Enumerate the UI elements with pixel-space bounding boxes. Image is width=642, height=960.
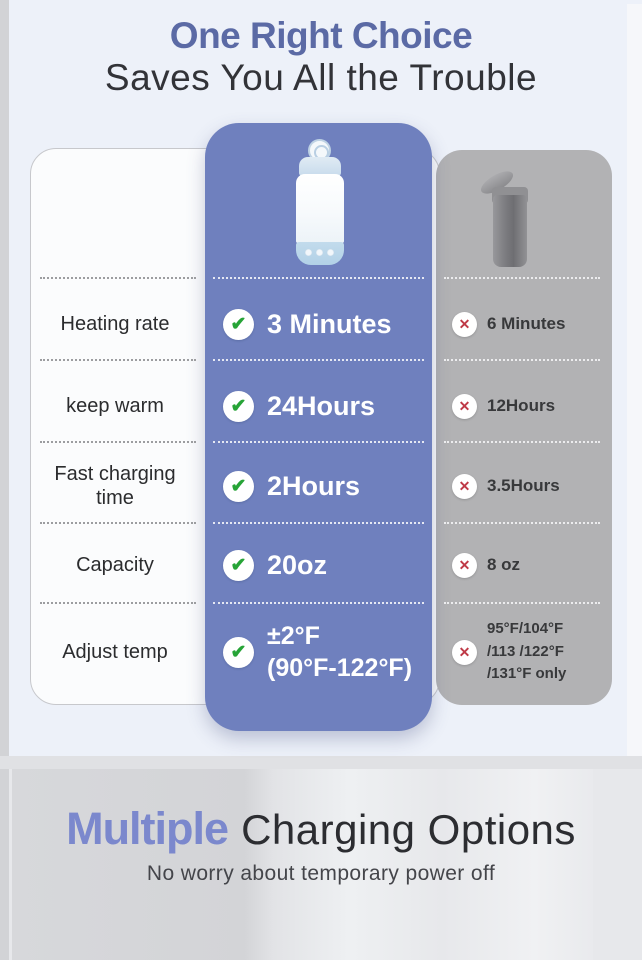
product-bottle-base: [296, 242, 344, 265]
product-value-cell: ✔ 3 Minutes: [223, 288, 423, 360]
check-icon: ✔: [223, 636, 254, 668]
competitor-value-cell: ✕ 3.5Hours: [452, 450, 610, 522]
footer-subtitle: No worry about temporary power off: [146, 862, 496, 885]
cross-icon: ✕: [452, 311, 477, 337]
competitor-value: 8 oz: [487, 555, 521, 574]
row-separator: [213, 359, 424, 361]
competitor-value-cell: ✕ 12Hours: [452, 370, 610, 442]
footer-heading: Multiple Charging Options: [0, 803, 642, 855]
check-icon: ✔: [223, 390, 254, 422]
competitor-value: 95°F/104°F /113 /122°F /131°F only: [487, 618, 566, 686]
competitor-value-cell: ✕ 6 Minutes: [452, 288, 610, 360]
cross-icon: ✕: [452, 393, 477, 419]
product-value-cell: ✔ 2Hours: [223, 450, 423, 522]
row-separator: [444, 602, 600, 604]
competitor-value-cell: ✕ 95°F/104°F /113 /122°F /131°F only: [452, 616, 610, 688]
product-value-line1: ±2°F: [267, 621, 320, 650]
row-separator: [40, 522, 196, 524]
cross-icon: ✕: [452, 552, 477, 578]
feature-label: Adjust temp: [62, 641, 168, 663]
footer-heading-rest: Charging Options: [241, 806, 576, 853]
feature-label: keep warm: [66, 395, 164, 417]
check-icon: ✔: [223, 470, 254, 502]
competitor-value: 12Hours: [487, 396, 556, 415]
row-separator: [213, 602, 424, 604]
left-edge-strip: [0, 0, 9, 960]
product-value-line2: (90°F-122°F): [267, 654, 413, 682]
row-separator: [444, 441, 600, 443]
product-value: 2Hours: [267, 470, 361, 501]
product-value: 3 Minutes: [267, 308, 392, 339]
row-separator: [213, 522, 424, 524]
competitor-value-cell: ✕ 8 oz: [452, 529, 610, 601]
product-value-cell: ✔ ±2°F (90°F-122°F): [223, 616, 423, 688]
row-separator: [444, 277, 600, 279]
row-separator: [213, 441, 424, 443]
check-icon: ✔: [223, 308, 254, 340]
row-separator: [40, 359, 196, 361]
section-divider: [0, 756, 642, 769]
row-separator: [213, 277, 424, 279]
feature-label: Fast charging time: [54, 463, 176, 509]
competitor-value: 6 Minutes: [487, 314, 566, 333]
product-value-cell: ✔ 20oz: [223, 529, 423, 601]
page-subtitle: Saves You All the Trouble: [104, 57, 538, 98]
row-separator: [40, 602, 196, 604]
product-value: 20oz: [267, 549, 328, 580]
row-separator: [444, 522, 600, 524]
product-value: 24Hours: [267, 390, 376, 421]
competitor-value-line2: /113 /122°F: [487, 642, 564, 660]
product-value-cell: ✔ 24Hours: [223, 370, 423, 442]
cross-icon: ✕: [452, 639, 477, 665]
row-separator: [40, 277, 196, 279]
footer-heading-highlight: Multiple: [66, 803, 229, 854]
footer-section-background: [12, 769, 593, 960]
feature-label: Capacity: [76, 554, 154, 576]
check-icon: ✔: [223, 549, 254, 581]
page-title: One Right Choice: [169, 15, 473, 56]
row-separator: [40, 441, 196, 443]
right-edge-strip: [627, 4, 642, 756]
feature-label: Heating rate: [60, 313, 170, 335]
competitor-bottle-image: [493, 195, 527, 267]
competitor-value: 3.5Hours: [487, 476, 560, 495]
product-value: ±2°F (90°F-122°F): [267, 620, 412, 685]
product-bottle-image: [296, 174, 344, 243]
competitor-value-line1: 95°F/104°F: [487, 620, 564, 638]
row-separator: [444, 359, 600, 361]
product-bottle-cap: [299, 157, 341, 176]
cross-icon: ✕: [452, 473, 477, 499]
competitor-value-line3: /131°F only: [487, 665, 567, 683]
